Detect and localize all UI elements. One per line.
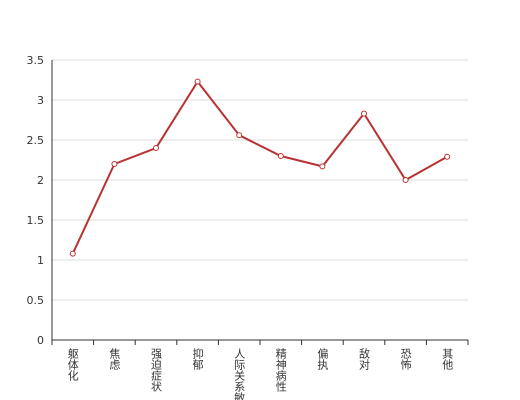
x-tick-label: 焦虑	[108, 348, 121, 370]
y-tick-label: 0.5	[27, 294, 45, 307]
point	[236, 132, 243, 139]
point	[111, 161, 118, 167]
point	[361, 110, 367, 117]
point	[153, 145, 159, 151]
x-tick-label: 躯体化	[66, 348, 79, 382]
y-tick-label: 3	[37, 94, 44, 107]
x-tick-label: 偏执	[316, 347, 329, 371]
point	[444, 153, 451, 160]
x-tick-label: 抑郁	[191, 347, 204, 370]
y-tick-label: 1	[37, 254, 44, 267]
point	[277, 153, 284, 159]
y-tick-label: 3.5	[27, 54, 45, 67]
point	[402, 177, 409, 183]
point	[319, 163, 326, 170]
x-tick-label: 强迫症状	[150, 348, 163, 392]
point	[194, 78, 201, 85]
x-tick-label: 人际关系敏感	[233, 348, 246, 400]
y-tick-label: 0	[37, 334, 44, 347]
x-tick-label: 敌对	[358, 347, 371, 370]
point	[69, 250, 76, 257]
y-tick-label: 2	[37, 174, 44, 187]
y-tick-label: 2.5	[27, 134, 45, 147]
line	[71, 79, 448, 255]
y-tick-label: 1.5	[27, 214, 45, 227]
x-tick-label: 恐怖	[399, 348, 412, 370]
x-tick-label: 其他	[441, 348, 454, 370]
x-tick-label: 精神病性	[274, 348, 287, 393]
